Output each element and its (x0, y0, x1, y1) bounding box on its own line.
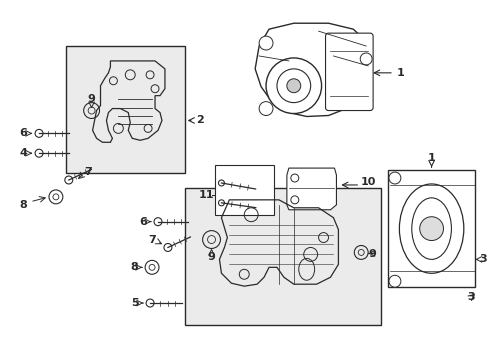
Text: 9: 9 (87, 94, 95, 104)
Text: 9: 9 (367, 249, 375, 260)
Text: 1: 1 (396, 68, 404, 78)
Circle shape (419, 217, 443, 240)
Text: 2: 2 (195, 116, 203, 126)
Circle shape (388, 172, 400, 184)
Circle shape (259, 36, 272, 50)
Text: 5: 5 (131, 298, 139, 308)
Circle shape (259, 102, 272, 116)
Text: 7: 7 (148, 234, 156, 244)
Text: 10: 10 (360, 177, 375, 187)
Text: 3: 3 (467, 292, 474, 302)
Text: 8: 8 (20, 200, 27, 210)
FancyBboxPatch shape (325, 33, 372, 111)
Polygon shape (255, 23, 369, 117)
Text: 6: 6 (139, 217, 147, 227)
Ellipse shape (399, 184, 463, 273)
Bar (66, 46, 184, 173)
Ellipse shape (411, 198, 450, 260)
Text: 4: 4 (19, 148, 27, 158)
Circle shape (388, 275, 400, 287)
Text: 3: 3 (478, 255, 486, 264)
Circle shape (286, 79, 300, 93)
Text: 1: 1 (427, 153, 435, 163)
Text: 9: 9 (207, 252, 215, 262)
Bar (214, 165, 273, 215)
Polygon shape (286, 168, 336, 210)
Circle shape (360, 53, 371, 65)
Circle shape (276, 69, 310, 103)
Circle shape (265, 58, 321, 113)
Bar (184, 188, 380, 325)
Text: 11: 11 (199, 190, 214, 200)
Bar (387, 170, 474, 287)
Text: 8: 8 (130, 262, 138, 272)
Text: 6: 6 (19, 129, 27, 138)
Text: 7: 7 (84, 167, 92, 177)
